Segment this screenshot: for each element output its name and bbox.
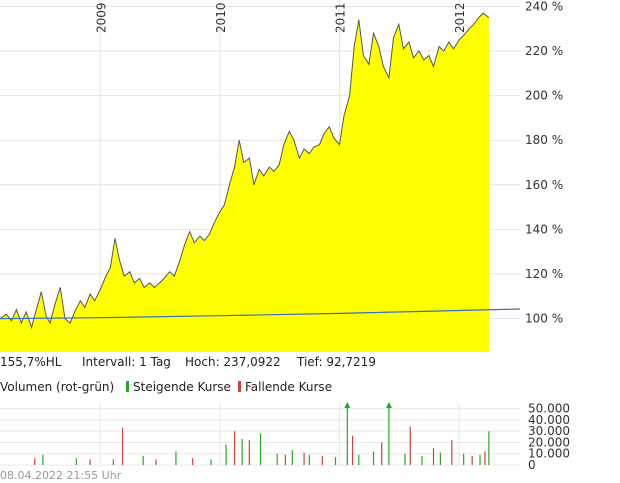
price-y-tick-label: 180 %: [525, 133, 563, 147]
low-value: Tief: 92,7219: [297, 355, 376, 369]
volume-y-tick-label: 0: [528, 458, 536, 472]
legend-up-swatch: [126, 381, 129, 392]
price-x-tick-label: 2010: [214, 2, 228, 33]
price-y-tick-label: 220 %: [525, 44, 563, 58]
volume-y-tick-label: 30.000: [528, 424, 570, 438]
volume-y-tick-label: 20.000: [528, 435, 570, 449]
price-y-axis: 100 % 120 % 140 % 160 % 180 % 200 % 220 % 240 %: [525, 0, 563, 326]
price-x-axis: 2009 2010 2011 2012: [94, 2, 467, 33]
price-y-tick-label: 140 %: [525, 222, 563, 236]
performance-value: 155,7%HL: [0, 355, 62, 369]
price-y-tick-label: 200 %: [525, 89, 563, 103]
volume-header: Volumen (rot-grün) Steigende Kurse Falle…: [0, 380, 620, 396]
price-y-tick-label: 100 %: [525, 312, 563, 326]
benchmark-line: [0, 308, 521, 320]
legend-down-label: Fallende Kurse: [245, 380, 333, 394]
price-x-tick-label: 2009: [94, 2, 108, 33]
volume-overflow-arrow: [344, 402, 351, 408]
footer-timestamp: 08.04.2022 21:55 Uhr: [0, 469, 122, 482]
legend-down-swatch: [238, 381, 241, 392]
price-chart: 100 % 120 % 140 % 160 % 180 % 200 % 220 % 240 %…: [0, 0, 563, 352]
high-value: Hoch: 237,0922: [185, 355, 281, 369]
volume-y-tick-label: 40.000: [528, 413, 570, 427]
price-y-tick-label: 240 %: [525, 0, 563, 13]
price-line: [0, 12, 490, 330]
volume-y-tick-label: 10.000: [528, 447, 570, 461]
volume-y-tick-label: 50.000: [528, 402, 570, 416]
volume-overflow-arrow: [385, 402, 392, 408]
legend-up-label: Steigende Kurse: [133, 380, 231, 394]
legend-up: Steigende Kurse: [126, 380, 231, 394]
price-area-layer: [0, 12, 521, 352]
price-y-tick-label: 120 %: [525, 267, 563, 281]
interval-value: Intervall: 1 Tag: [82, 355, 171, 369]
volume-bars: [34, 402, 490, 465]
price-area-fill: [0, 13, 489, 352]
info-row: 155,7%HL Intervall: 1 Tag Hoch: 237,0922…: [0, 355, 520, 371]
price-x-tick-label: 2011: [333, 2, 347, 33]
price-x-tick-label: 2012: [453, 2, 467, 33]
volume-grid: [0, 403, 520, 466]
legend-down: Fallende Kurse: [238, 380, 332, 394]
volume-title: Volumen (rot-grün): [0, 380, 115, 394]
price-y-tick-label: 160 %: [525, 178, 563, 192]
